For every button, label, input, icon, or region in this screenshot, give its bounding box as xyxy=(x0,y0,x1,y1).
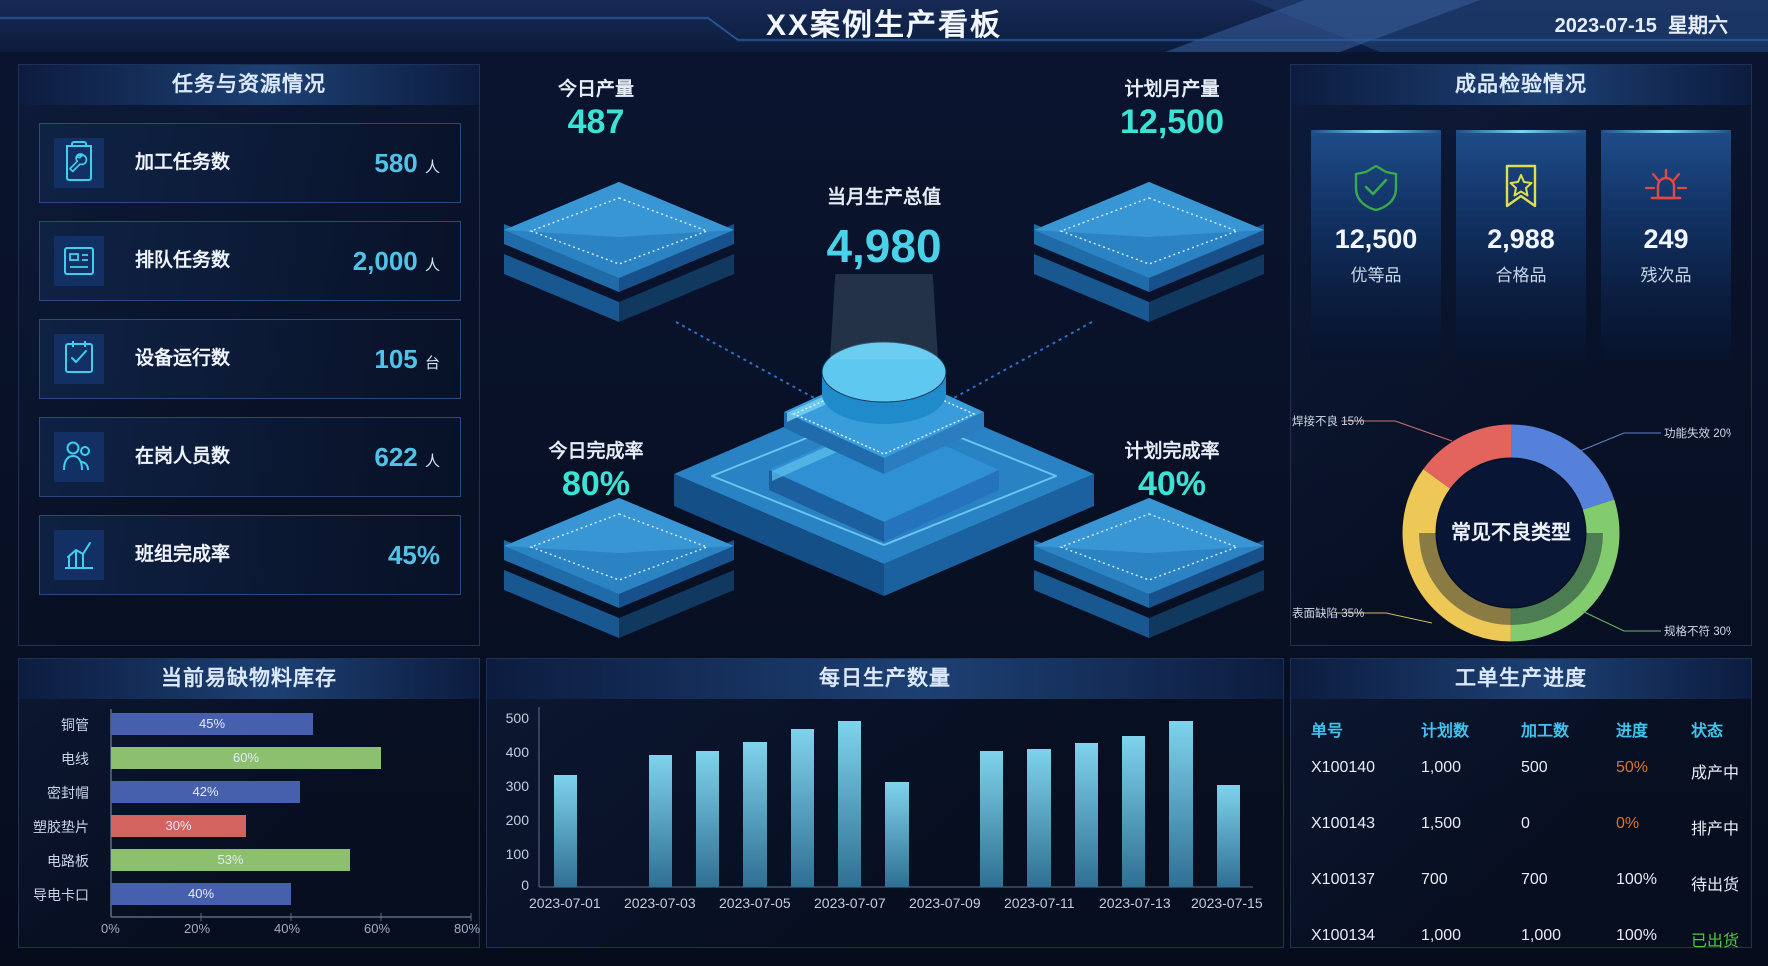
svg-text:常见不良类型: 常见不良类型 xyxy=(1451,520,1571,544)
svg-text:表面缺陷 35%: 表面缺陷 35% xyxy=(1292,606,1364,620)
svg-text:功能失效 20%: 功能失效 20% xyxy=(1664,426,1731,440)
svg-text:焊接不良 15%: 焊接不良 15% xyxy=(1292,414,1364,428)
svg-text:规格不符 30%: 规格不符 30% xyxy=(1664,624,1731,638)
